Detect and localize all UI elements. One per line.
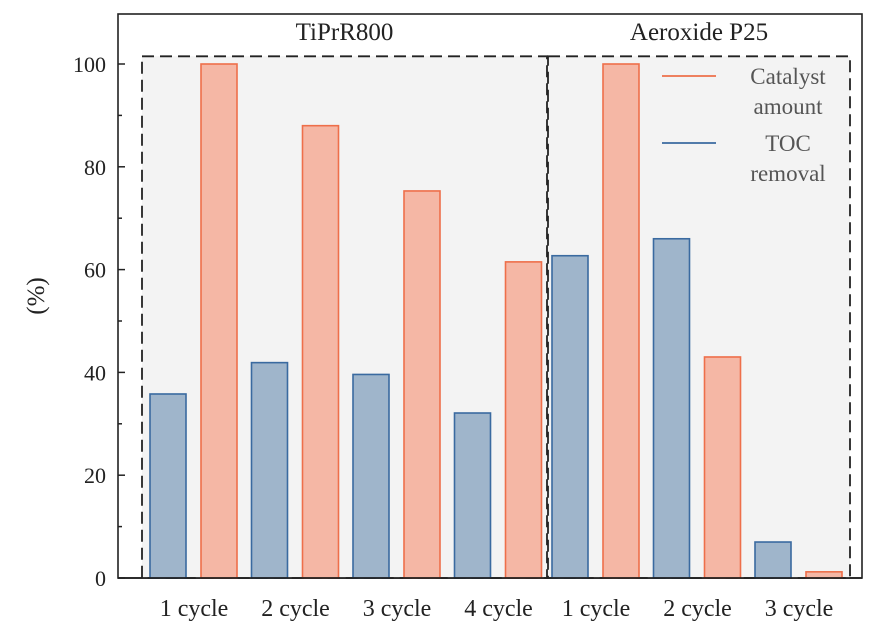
category-label: 2 cycle: [663, 596, 732, 622]
toc-bar: [149, 393, 187, 579]
y-tick-label: 60: [84, 258, 106, 283]
category-label: 3 cycle: [765, 596, 834, 622]
catalyst-bar: [805, 571, 843, 579]
legend-label-toc: TOC: [765, 131, 811, 156]
catalyst-bar: [602, 63, 640, 579]
y-tick-label: 100: [73, 52, 106, 77]
category-label: 1 cycle: [562, 596, 631, 622]
toc-bar: [754, 541, 792, 579]
y-tick-label: 40: [84, 360, 106, 385]
y-tick-label: 0: [95, 566, 106, 591]
catalyst-bar: [301, 124, 340, 579]
catalyst-bar: [504, 261, 543, 579]
toc-bar: [453, 412, 492, 579]
category-label: 1 cycle: [160, 596, 229, 622]
category-label: 4 cycle: [464, 596, 533, 622]
toc-bar: [250, 361, 289, 579]
legend-label-catalyst: Catalyst: [750, 64, 826, 89]
catalyst-bar: [403, 190, 441, 579]
legend-label-catalyst: amount: [754, 94, 824, 119]
category-label: 2 cycle: [261, 596, 330, 622]
toc-bar: [352, 373, 390, 579]
toc-bar: [551, 254, 589, 579]
group-label: TiPrR800: [296, 19, 394, 46]
y-tick-label: 20: [84, 463, 106, 488]
group-label: Aeroxide P25: [630, 19, 768, 46]
legend-label-toc: removal: [750, 161, 825, 186]
y-tick-label: 80: [84, 155, 106, 180]
catalyst-bar: [200, 63, 238, 579]
catalyst-bar: [703, 356, 742, 579]
y-axis-title: (%): [23, 277, 50, 314]
toc-bar: [652, 237, 691, 579]
category-label: 3 cycle: [363, 596, 432, 622]
